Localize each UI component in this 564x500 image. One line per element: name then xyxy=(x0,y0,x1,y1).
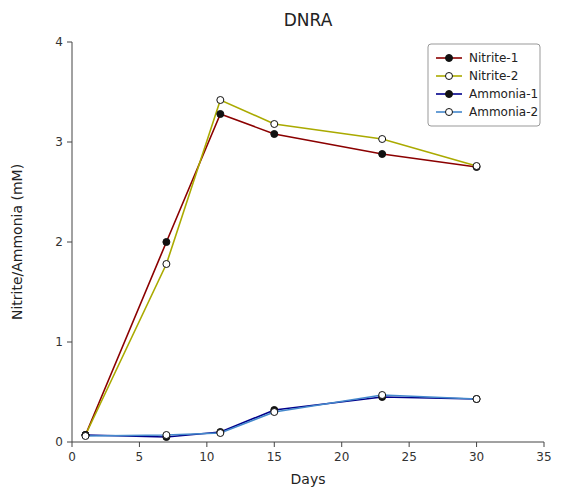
y-tick-label: 2 xyxy=(55,235,63,249)
point xyxy=(379,136,386,143)
y-tick-label: 4 xyxy=(55,35,63,49)
x-tick xyxy=(72,442,73,447)
legend-label: Ammonia-2 xyxy=(469,105,538,119)
legend-label: Nitrite-1 xyxy=(469,51,518,65)
legend-marker xyxy=(446,73,453,80)
x-tick-label: 20 xyxy=(334,450,349,464)
point xyxy=(473,164,480,171)
y-tick xyxy=(67,142,72,143)
point xyxy=(82,432,89,439)
y-tick xyxy=(67,242,72,243)
legend-marker xyxy=(446,109,453,116)
legend-label: Ammonia-1 xyxy=(469,87,538,101)
legend: Nitrite-1 Nitrite-2 Ammonia-1 Ammonia-2 xyxy=(428,44,540,126)
y-tick xyxy=(67,42,72,43)
plot-area xyxy=(82,97,480,441)
chart: 0 5 10 15 20 25 30 35 0 1 2 3 4 DNRA Days Nitrite/Ammon… xyxy=(0,0,564,500)
point xyxy=(271,131,278,138)
point xyxy=(271,409,278,416)
series-line xyxy=(85,395,476,436)
y-tick-label: 3 xyxy=(55,135,63,149)
point xyxy=(473,396,480,403)
x-tick-label: 10 xyxy=(199,450,214,464)
series-line xyxy=(85,114,476,435)
point xyxy=(473,163,480,170)
x-tick xyxy=(544,442,545,447)
point xyxy=(473,396,480,403)
y-axis-label: Nitrite/Ammonia (mM) xyxy=(9,164,25,320)
x-axis xyxy=(72,442,544,443)
point xyxy=(163,239,170,246)
legend-marker xyxy=(446,55,453,62)
x-tick-label: 25 xyxy=(402,450,417,464)
legend-box xyxy=(428,44,540,126)
x-tick-label: 30 xyxy=(469,450,484,464)
point xyxy=(217,430,224,437)
y-tick xyxy=(67,342,72,343)
x-tick xyxy=(409,442,410,447)
point xyxy=(217,111,224,118)
point xyxy=(82,432,89,439)
point xyxy=(82,433,89,440)
x-tick xyxy=(206,442,207,447)
x-tick xyxy=(139,442,140,447)
x-axis-label: Days xyxy=(291,471,326,487)
x-tick xyxy=(476,442,477,447)
point xyxy=(163,261,170,268)
point xyxy=(163,432,170,439)
x-tick-label: 5 xyxy=(136,450,144,464)
x-tick xyxy=(274,442,275,447)
x-tick-label: 15 xyxy=(267,450,282,464)
y-tick-label: 0 xyxy=(55,435,63,449)
y-tick xyxy=(67,442,72,443)
y-tick-label: 1 xyxy=(55,335,63,349)
x-tick-label: 35 xyxy=(536,450,551,464)
legend-label: Nitrite-2 xyxy=(469,69,518,83)
point xyxy=(379,151,386,158)
point xyxy=(217,97,224,104)
series-line xyxy=(85,397,476,437)
x-tick xyxy=(341,442,342,447)
legend-marker xyxy=(446,91,453,98)
series-line xyxy=(85,100,476,435)
point xyxy=(379,392,386,399)
x-tick-label: 0 xyxy=(68,450,76,464)
title: DNRA xyxy=(284,10,333,30)
point xyxy=(271,121,278,128)
point xyxy=(217,429,224,436)
background xyxy=(0,0,564,500)
point xyxy=(82,432,89,439)
